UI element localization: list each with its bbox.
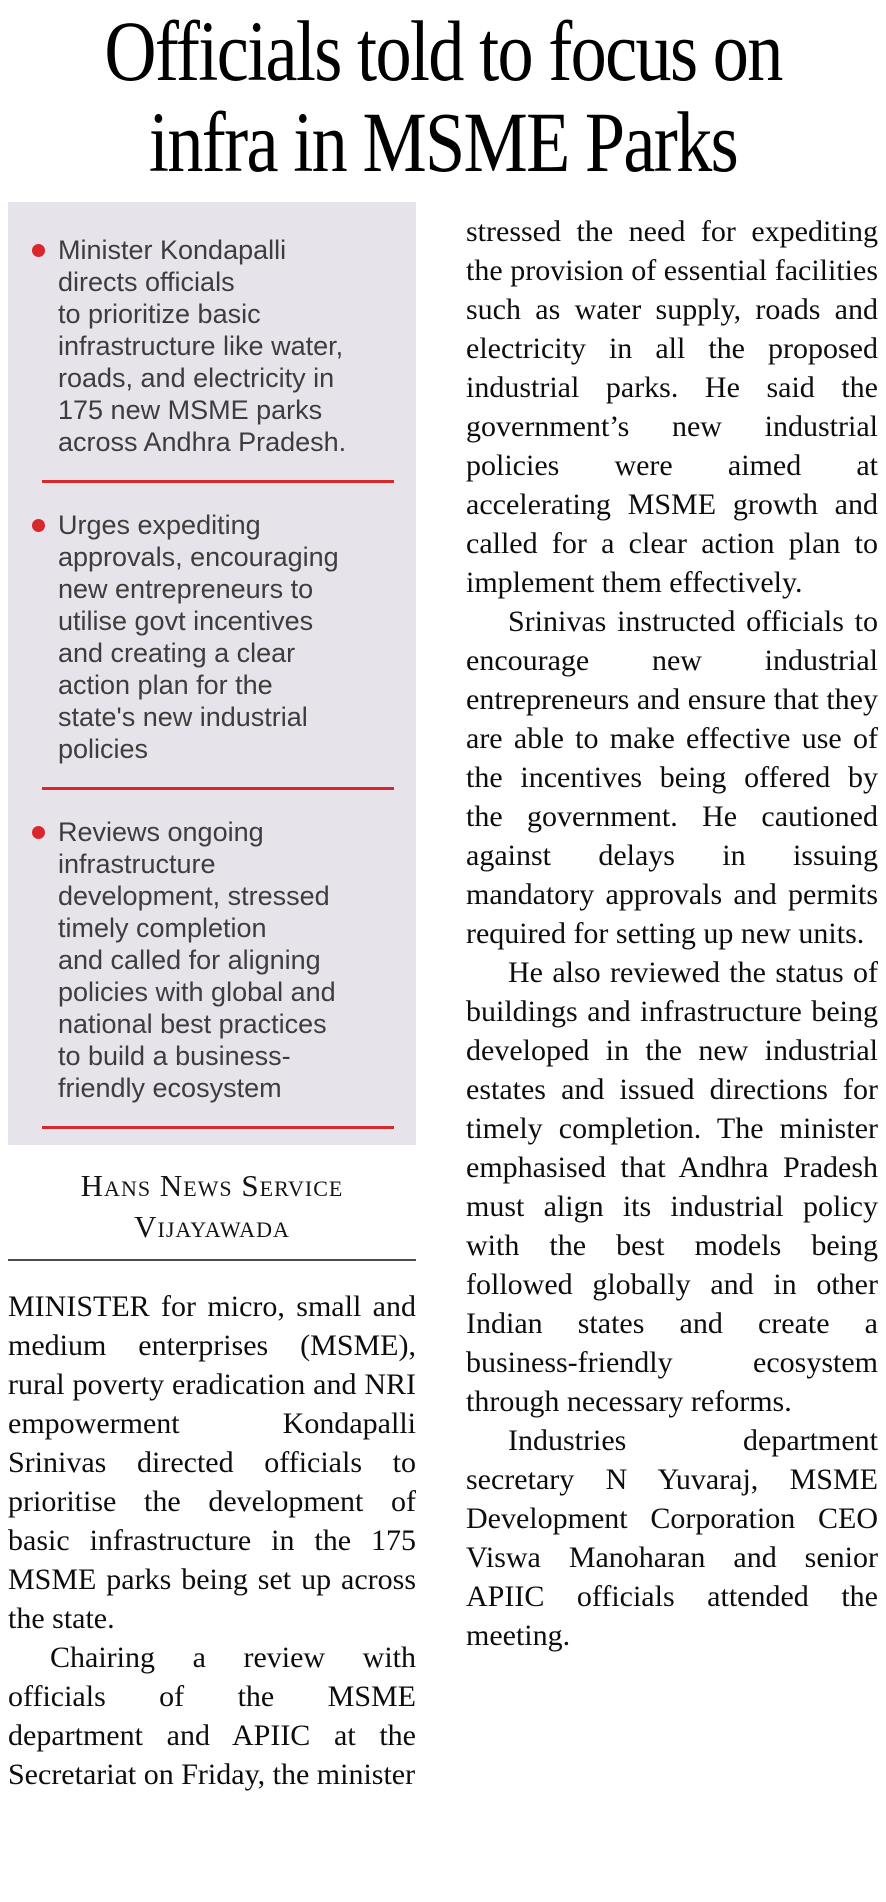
paragraph-left-1: MINISTER for micro, small and medium ent… bbox=[8, 1290, 416, 1635]
red-divider bbox=[42, 1126, 394, 1129]
byline: Hans News Service Vijayawada bbox=[8, 1165, 416, 1247]
bullet-icon bbox=[32, 519, 45, 532]
red-divider bbox=[42, 787, 394, 790]
headline-line-1: Officials told to focus on bbox=[104, 3, 783, 99]
key-point: Urges expediting approvals, encouraging … bbox=[30, 509, 400, 765]
byline-location: Vijayawada bbox=[134, 1209, 290, 1244]
bullet-icon bbox=[32, 826, 45, 839]
byline-agency: Hans News Service bbox=[80, 1168, 344, 1203]
article-columns: Minister Kondapalli directs officials to… bbox=[0, 202, 886, 1794]
bullet-icon bbox=[32, 244, 45, 257]
key-point-text: Reviews ongoing infrastructure developme… bbox=[58, 817, 336, 1103]
paragraph-left-2: Chairing a review with officials of the … bbox=[8, 1641, 416, 1791]
paragraph-right-3: He also reviewed the status of buildings… bbox=[466, 956, 878, 1418]
paragraph-right-2: Srinivas instructed officials to encoura… bbox=[466, 605, 878, 950]
key-point-text: Urges expediting approvals, encouraging … bbox=[58, 510, 339, 764]
key-point: Minister Kondapalli directs officials to… bbox=[30, 234, 400, 458]
right-column: stressed the need for expediting the pro… bbox=[466, 202, 878, 1794]
key-points-box: Minister Kondapalli directs officials to… bbox=[8, 202, 416, 1145]
key-point: Reviews ongoing infrastructure developme… bbox=[30, 816, 400, 1104]
article-headline: Officials told to focus on infra in MSME… bbox=[0, 4, 886, 188]
byline-divider bbox=[8, 1259, 416, 1261]
key-point-text: Minister Kondapalli directs officials to… bbox=[58, 235, 347, 457]
red-divider bbox=[42, 480, 394, 483]
paragraph-right-4: Industries department secretary N Yuvara… bbox=[466, 1424, 878, 1652]
paragraph-right-1: stressed the need for expediting the pro… bbox=[466, 215, 878, 599]
headline-line-2: infra in MSME Parks bbox=[148, 94, 739, 190]
left-column: Minister Kondapalli directs officials to… bbox=[8, 202, 416, 1794]
